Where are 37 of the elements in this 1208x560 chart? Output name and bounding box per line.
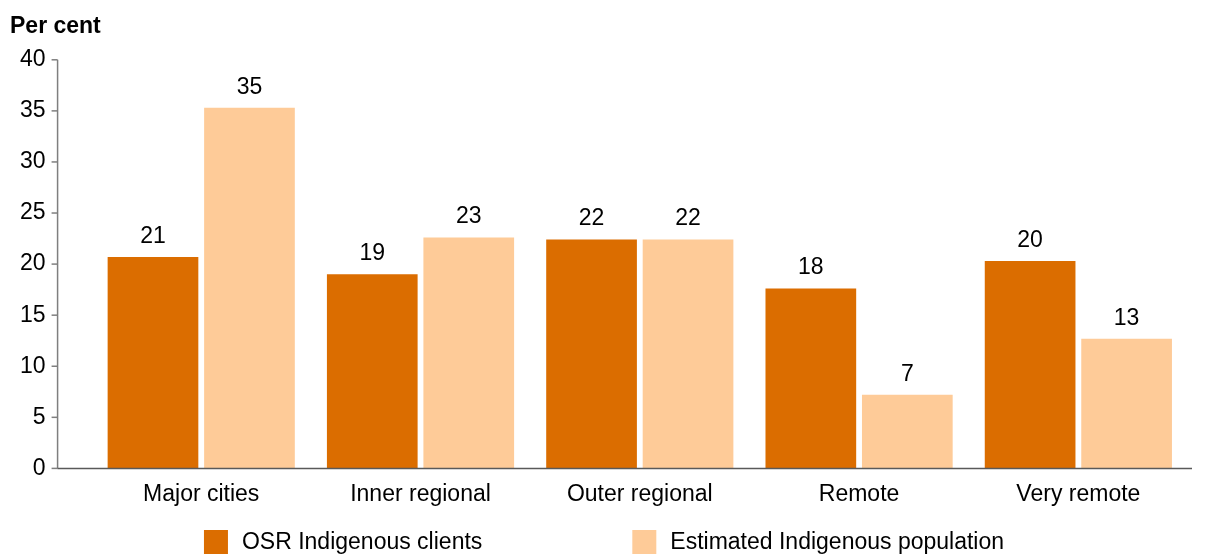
data-label: 20 (1017, 225, 1043, 252)
y-tick-label: 30 (19, 147, 46, 174)
bar (107, 256, 199, 469)
x-tick-label: Remote (818, 479, 900, 506)
bar (861, 394, 953, 469)
data-label: 23 (455, 202, 482, 229)
bar (765, 288, 857, 469)
legend-label: Estimated Indigenous population (670, 528, 1005, 555)
data-label: 19 (359, 239, 386, 266)
y-tick-label: 35 (19, 96, 46, 123)
y-tick-label: 10 (19, 351, 46, 378)
data-label: 18 (798, 253, 824, 280)
bar (546, 239, 637, 469)
data-label: 35 (236, 72, 263, 99)
x-tick-label: Inner regional (350, 479, 491, 506)
x-tick-label: Outer regional (566, 479, 713, 506)
x-tick-label: Very remote (1016, 479, 1141, 506)
data-label: 21 (140, 221, 166, 248)
bar (984, 261, 1076, 469)
data-label: 22 (578, 204, 605, 231)
y-tick-label: 40 (19, 45, 46, 72)
bar (1081, 338, 1172, 469)
data-label: 13 (1113, 303, 1140, 330)
y-tick-label: 0 (32, 453, 46, 480)
y-axis-title: Per cent (10, 12, 101, 38)
y-tick-label: 15 (19, 300, 46, 327)
y-tick-label: 5 (32, 402, 46, 429)
x-tick-label: Major cities (143, 479, 260, 506)
y-tick-label: 20 (19, 249, 46, 276)
bar (642, 239, 734, 469)
data-label: 7 (900, 359, 914, 386)
bar (423, 237, 515, 469)
bar (204, 107, 295, 469)
data-label: 22 (675, 204, 701, 231)
y-tick-label: 25 (19, 198, 46, 225)
bar (326, 274, 418, 469)
legend-label: OSR Indigenous clients (241, 528, 483, 555)
